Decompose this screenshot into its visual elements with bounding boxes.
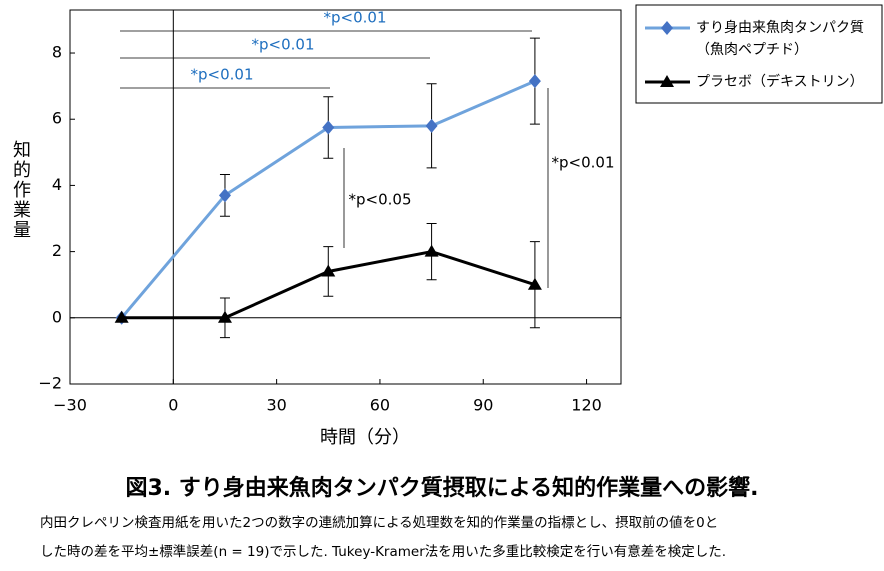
x-tick-label: 0: [168, 396, 178, 415]
annotation: *p<0.05: [349, 191, 412, 209]
x-tick-label: 120: [571, 396, 602, 415]
plot-frame: [69, 9, 622, 385]
annotation: *p<0.01: [252, 36, 315, 54]
caption-line: 内田クレペリン検査用紙を用いた2つの数字の連続加算による処理数を知的作業量の指標…: [40, 514, 718, 531]
y-tick-label: 8: [52, 43, 62, 62]
data-point: [114, 310, 129, 323]
data-point: [528, 74, 541, 89]
x-tick-label: −30: [53, 396, 87, 415]
y-tick-label: 6: [52, 109, 62, 128]
data-point: [322, 120, 335, 135]
y-tick-label: 2: [52, 241, 62, 260]
caption-line: した時の差を平均±標準誤差(n = 19)で示した. Tukey-Kramer法…: [40, 543, 726, 560]
legend-label: プラセボ（デキストリン）: [696, 74, 864, 90]
data-point: [527, 277, 542, 290]
data-point: [321, 264, 336, 277]
data-point: [425, 118, 438, 133]
x-axis-label: 時間（分）: [320, 427, 410, 448]
annotation: *p<0.01: [552, 154, 615, 172]
legend-marker: [661, 21, 673, 35]
y-tick-label: 4: [52, 175, 62, 194]
x-tick-label: 90: [473, 396, 493, 415]
x-tick-label: 60: [370, 396, 390, 415]
x-tick-label: 30: [266, 396, 286, 415]
data-point: [218, 188, 231, 203]
y-axis-label: 知的作業量: [10, 140, 31, 240]
y-tick-label: −2: [38, 374, 62, 393]
legend-marker: [660, 75, 674, 87]
y-tick-label: 0: [52, 307, 62, 326]
annotation: *p<0.01: [191, 66, 254, 84]
annotation: *p<0.01: [324, 9, 387, 27]
legend-label: すり身由来魚肉タンパク質 （魚肉ペプチド）: [696, 20, 864, 58]
caption-title: 図3. すり身由来魚肉タンパク質摂取による知的作業量への影響.: [125, 475, 758, 501]
data-point: [217, 310, 232, 323]
data-point: [424, 244, 439, 257]
legend-box: [635, 4, 883, 104]
